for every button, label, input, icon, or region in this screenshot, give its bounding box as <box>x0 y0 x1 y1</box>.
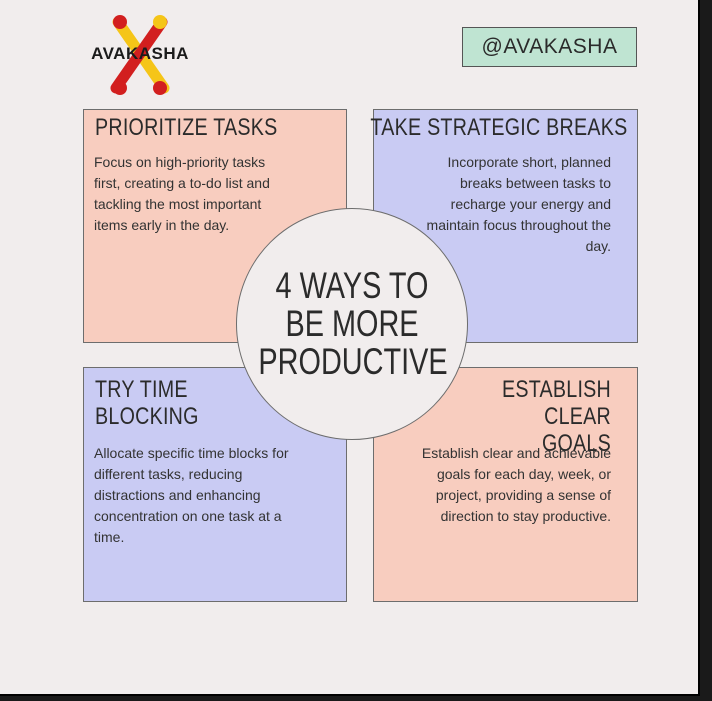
social-handle-badge: @AVAKASHA <box>462 27 637 67</box>
card-title: PRIORITIZE TASKS <box>95 114 278 141</box>
card-body: Allocate specific time blocks for differ… <box>94 445 289 545</box>
card-title: TRY TIME BLOCKING <box>95 376 199 430</box>
page-title: 4 WAYS TO BE MORE PRODUCTIVE <box>258 265 448 382</box>
card-title: ESTABLISH CLEAR GOALS <box>501 376 611 457</box>
card-time-blocking: TRY TIME BLOCKING Allocate specific time… <box>83 367 347 602</box>
card-title: TAKE STRATEGIC BREAKS <box>369 114 627 141</box>
card-body: Establish clear and achievable goals for… <box>421 445 611 524</box>
logo-text: AVAKASHA <box>91 44 189 63</box>
logo-x-mark-icon <box>110 15 170 95</box>
avakasha-logo: AVAKASHA <box>86 12 194 98</box>
infographic-canvas: AVAKASHA @AVAKASHA PRIORITIZE TASKS Focu… <box>0 0 700 696</box>
card-body: Focus on high-priority tasks first, crea… <box>94 154 270 233</box>
card-body: Incorporate short, planned breaks betwee… <box>426 154 611 254</box>
center-title-circle: 4 WAYS TO BE MORE PRODUCTIVE <box>236 208 468 440</box>
